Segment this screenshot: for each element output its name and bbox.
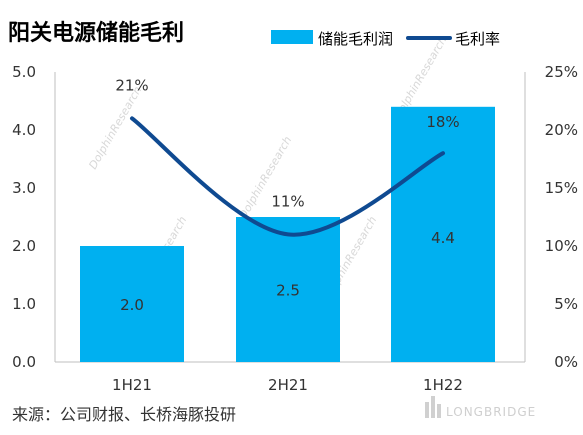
bar-1H22: [391, 106, 495, 362]
y-right-tick-label: 20%: [545, 121, 578, 139]
bar-value-label: 4.4: [431, 229, 455, 247]
margin-line: [130, 116, 445, 237]
y-right-tick-label: 25%: [545, 63, 578, 81]
source-note: 来源：公司财报、长桥海豚投研: [12, 405, 236, 424]
line-value-label: 18%: [426, 113, 459, 131]
chart-title: 阳关电源储能毛利: [8, 20, 184, 46]
bar-1H21: [80, 246, 184, 362]
x-tick-label: 2H21: [268, 376, 308, 394]
bar-2H21: [236, 217, 340, 362]
bar-value-label: 2.0: [120, 296, 144, 314]
logo-text: LONGBRIDGE: [446, 405, 536, 419]
longbridge-logo: [425, 396, 441, 418]
y-left-tick-label: 4.0: [12, 121, 36, 139]
bar-value-label: 2.5: [276, 282, 300, 300]
legend-label-gross-profit: 储能毛利润: [318, 30, 393, 48]
y-right-tick-label: 15%: [545, 179, 578, 197]
legend-label-margin: 毛利率: [455, 30, 500, 48]
x-tick-label: 1H22: [423, 376, 463, 394]
y-left-tick-label: 1.0: [12, 295, 36, 313]
line-value-label: 21%: [115, 76, 148, 94]
y-left-tick-label: 3.0: [12, 179, 36, 197]
y-left-tick-label: 0.0: [12, 353, 36, 371]
y-right-tick-label: 10%: [545, 237, 578, 255]
x-tick-label: 1H21: [112, 376, 152, 394]
y-left-tick-label: 2.0: [12, 237, 36, 255]
y-right-tick-label: 0%: [554, 353, 578, 371]
watermark-text: DolphinResearch: [86, 84, 144, 171]
legend-swatch-gross-profit: [271, 30, 313, 44]
y-right-tick-label: 5%: [554, 295, 578, 313]
y-left-tick-label: 5.0: [12, 63, 36, 81]
line-value-label: 11%: [271, 192, 304, 210]
